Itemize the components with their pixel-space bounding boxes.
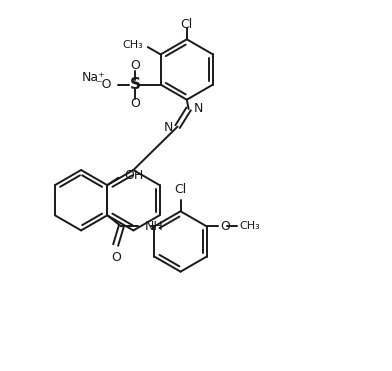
Text: S: S: [130, 77, 141, 92]
Text: O: O: [130, 59, 140, 72]
Text: ⁻O: ⁻O: [95, 78, 111, 91]
Text: Na⁺: Na⁺: [82, 71, 105, 84]
Text: Cl: Cl: [181, 18, 193, 31]
Text: N: N: [163, 121, 173, 134]
Text: Cl: Cl: [174, 183, 187, 196]
Text: O: O: [111, 252, 121, 265]
Text: OH: OH: [124, 169, 143, 182]
Text: NH: NH: [144, 220, 163, 233]
Text: O: O: [221, 220, 230, 233]
Text: O: O: [130, 97, 140, 110]
Text: CH₃: CH₃: [122, 40, 143, 50]
Text: N: N: [194, 102, 203, 115]
Text: CH₃: CH₃: [240, 221, 261, 232]
